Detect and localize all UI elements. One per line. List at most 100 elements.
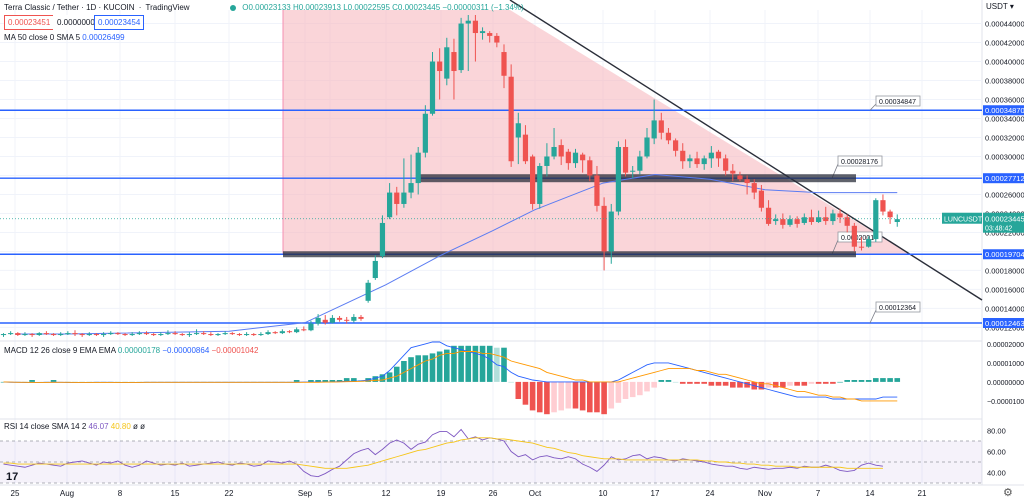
candle	[687, 158, 693, 162]
settings-gear-icon[interactable]: ⚙	[1003, 487, 1013, 499]
candle	[551, 146, 557, 157]
candle	[873, 200, 879, 240]
macd-tick-label: 0.00000000	[987, 380, 1024, 387]
candle	[372, 260, 378, 279]
candle	[208, 334, 214, 336]
sell-button[interactable]: 0.00023451	[4, 15, 55, 30]
market-status-dot	[230, 4, 236, 11]
macd-histogram-bar	[822, 381, 829, 384]
level-axis-badge	[983, 249, 1024, 260]
candle	[143, 333, 150, 335]
rsi-value: 46.07	[88, 422, 109, 431]
candle	[787, 219, 793, 225]
candle	[701, 158, 707, 165]
level-tag-box	[837, 155, 883, 167]
macd-histogram-bar	[429, 353, 436, 382]
candle	[351, 316, 357, 321]
candle	[544, 156, 550, 166]
x-tick-label: 15	[171, 489, 180, 498]
macd-signal-line	[3, 351, 898, 402]
y-tick-label: 0.00042000	[985, 39, 1024, 48]
macd-histogram-bar	[687, 381, 693, 384]
macd-histogram-bar	[415, 355, 421, 382]
rsi-legend[interactable]: RSI 14 close SMA 14 2 46.07 40.80 ø ø	[4, 422, 145, 431]
candle	[630, 170, 636, 172]
x-tick-label: 24	[706, 489, 715, 498]
candle	[179, 334, 185, 336]
macd-histogram-bar	[436, 351, 443, 382]
candle	[444, 47, 450, 79]
x-tick-label: 5	[328, 489, 333, 498]
candle	[665, 132, 672, 141]
macd-histogram-bar	[730, 381, 736, 388]
macd-histogram-bar	[665, 380, 672, 382]
candle	[715, 151, 722, 159]
y-tick-label: 0.00034000	[985, 115, 1024, 124]
candle	[136, 333, 142, 335]
macd-legend-label: MACD 12 26 close 9 EMA EMA	[4, 346, 116, 355]
candle	[279, 331, 285, 334]
macd-histogram-bar	[293, 380, 300, 382]
macd-histogram-bar	[551, 381, 557, 413]
candle	[58, 334, 64, 336]
ohlc-values: O0.00023133 H0.00023913 L0.00022595 C0.0…	[242, 3, 524, 12]
level-tag-box	[875, 95, 921, 107]
candle	[201, 333, 207, 335]
candle	[437, 61, 443, 72]
macd-legend[interactable]: MACD 12 26 close 9 EMA EMA 0.00000178 −0…	[4, 346, 258, 355]
candle	[858, 246, 865, 248]
candle	[773, 219, 779, 222]
macd-histogram-bar	[50, 380, 57, 382]
candle	[36, 333, 42, 335]
candle	[294, 329, 300, 333]
candle	[837, 213, 843, 218]
candle	[494, 35, 500, 43]
currency-selector[interactable]: USDT ▾	[986, 2, 1014, 11]
candle	[387, 192, 393, 218]
macd-histogram-bar	[351, 378, 357, 382]
candle	[322, 319, 328, 323]
candle	[122, 334, 128, 336]
macd-histogram-bar	[758, 381, 765, 390]
macd-histogram-bar	[594, 381, 600, 413]
candle	[601, 205, 607, 252]
macd-histogram-bar	[701, 381, 707, 384]
candle	[158, 334, 164, 336]
candle	[422, 113, 428, 153]
candle	[358, 316, 364, 319]
candle	[415, 152, 421, 184]
rsi-legend-label: RSI 14 close SMA 14 2	[4, 422, 87, 431]
macd-histogram-bar	[637, 381, 643, 396]
macd-histogram-bar	[737, 381, 743, 388]
macd-histogram-bar	[794, 381, 800, 386]
level-axis-label: 0.00027712	[985, 174, 1024, 183]
candle	[744, 179, 750, 184]
ma-legend[interactable]: MA 50 close 0 SMA 5 0.00026499	[4, 33, 125, 42]
candle	[165, 333, 171, 335]
macd-histogram-bar	[529, 381, 536, 411]
candle	[522, 134, 529, 162]
candle	[580, 154, 586, 161]
y-tick-label: 0.00030000	[985, 152, 1024, 161]
candle	[508, 76, 514, 162]
macd-histogram-bar	[579, 381, 586, 411]
candle	[608, 211, 614, 252]
ohlc-readout: O0.00023133 H0.00023913 L0.00022595 C0.0…	[226, 3, 524, 12]
symbol-badge-label: LUNCUSDT	[944, 217, 983, 224]
candle	[29, 334, 35, 336]
tradingview-logo-icon: 17	[6, 471, 18, 483]
candle	[680, 150, 686, 162]
buy-button[interactable]: 0.00023454	[94, 15, 145, 30]
symbol-header[interactable]: Terra Classic / Tether · 1D · KUCOIN · T…	[4, 3, 190, 12]
macd-histogram-bar	[622, 381, 629, 399]
macd-histogram-bar	[880, 378, 886, 382]
candle	[816, 217, 822, 223]
level-axis-label: 0.00034870	[985, 106, 1024, 115]
macd-histogram-bar	[808, 381, 815, 384]
candle	[344, 319, 350, 321]
candle	[129, 334, 135, 336]
candle	[394, 192, 400, 204]
candle	[644, 137, 650, 157]
macd-tick-label: 0.00002000	[987, 342, 1024, 349]
